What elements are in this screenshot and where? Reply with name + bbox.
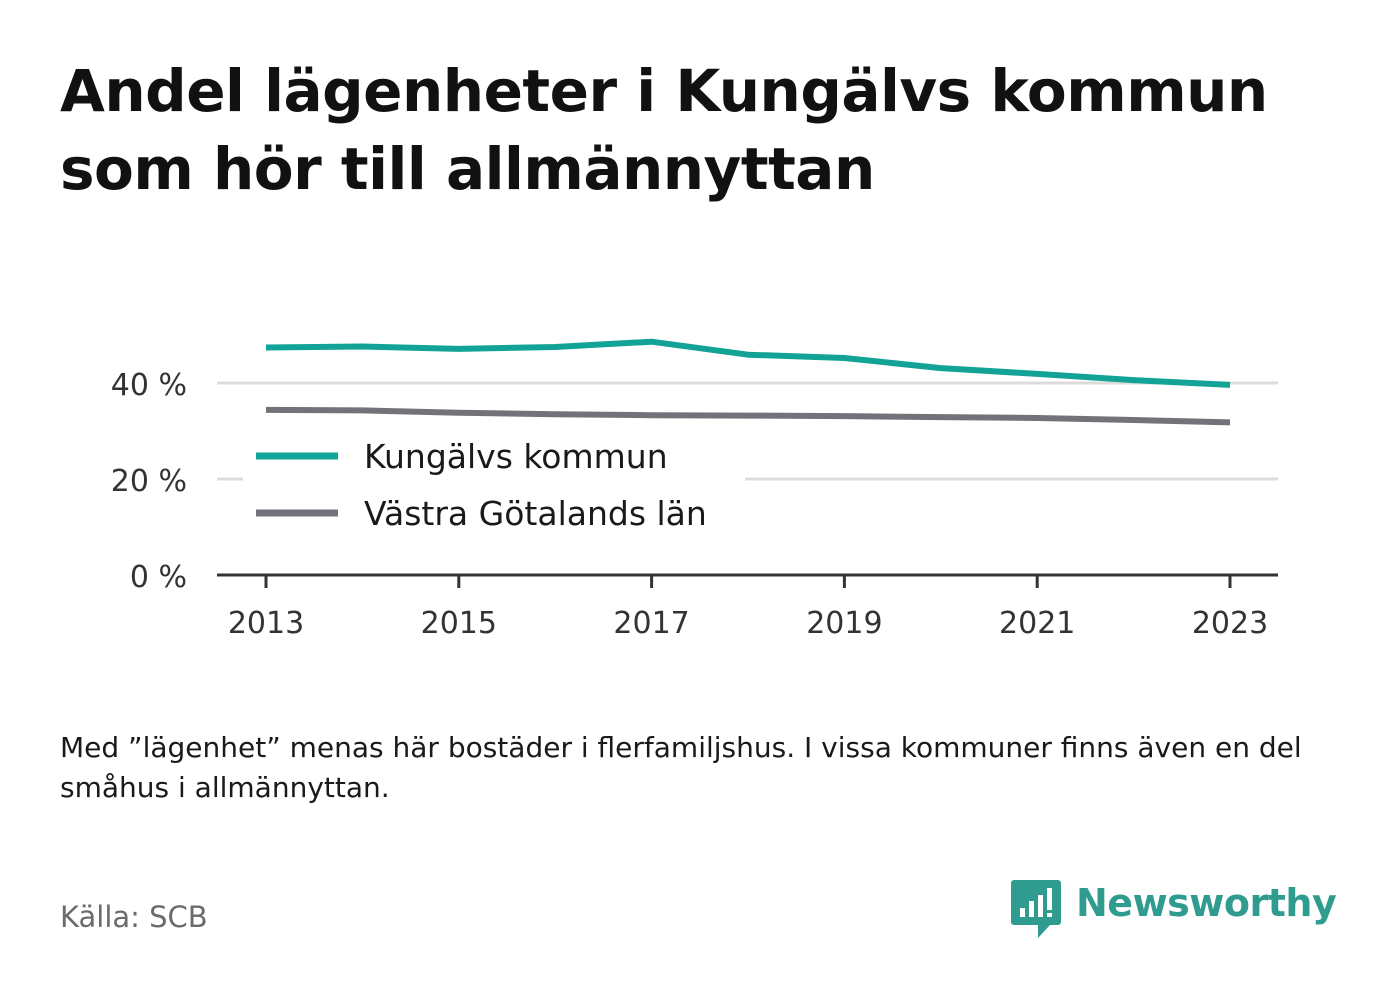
series-line-1 [265, 406, 1231, 426]
x-tick-label: 2023 [1192, 606, 1268, 641]
x-tick-label: 2019 [806, 606, 882, 641]
series-line-0 [265, 338, 1231, 388]
source-label: Källa: SCB [60, 900, 208, 934]
legend-label-0: Kungälvs kommun [364, 437, 668, 476]
brand-logo: Newsworthy [1010, 878, 1337, 940]
legend-label-1: Västra Götalands län [364, 494, 707, 533]
y-tick-label: 0 % [130, 560, 187, 595]
y-tick-label: 20 % [111, 464, 187, 499]
x-tick-label: 2015 [421, 606, 497, 641]
newsworthy-logo-icon [1011, 880, 1061, 938]
x-tick-label: 2021 [999, 606, 1075, 641]
brand-name: Newsworthy [1076, 881, 1337, 925]
x-axis: 2013 2015 2017 2019 2021 2023 [217, 573, 1278, 641]
legend-background [243, 428, 745, 540]
legend: Kungälvs kommun Västra Götalands län [243, 428, 745, 540]
y-tick-label: 40 % [111, 368, 187, 403]
y-axis-tick-labels: 0 % 20 % 40 % [111, 368, 187, 595]
x-tick-label: 2017 [613, 606, 689, 641]
chart-note: Med ”lägenhet” menas här bostäder i fler… [60, 731, 1302, 804]
x-tick-label: 2013 [228, 606, 304, 641]
chart-title: Andel lägenheter i Kungälvs kommun som h… [60, 57, 1268, 203]
series-lines [265, 338, 1231, 426]
